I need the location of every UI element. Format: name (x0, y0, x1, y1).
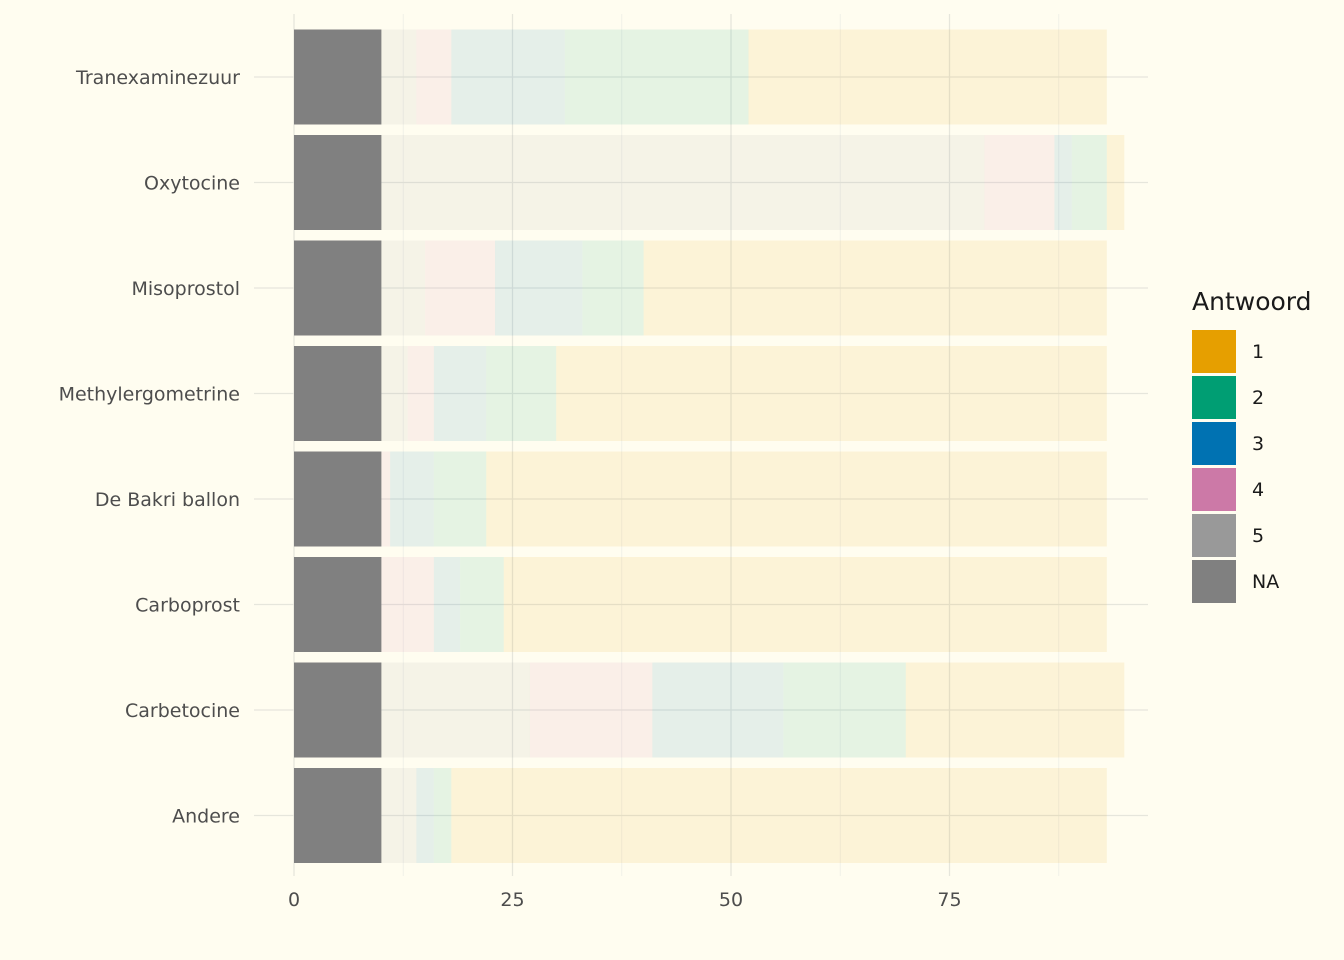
x-tick-label: 50 (719, 889, 743, 911)
bar-segment-5 (381, 768, 417, 863)
bar-segment-1 (1106, 135, 1125, 230)
bar-segment-na (294, 768, 382, 863)
bar-segment-3 (416, 768, 434, 863)
bar-segment-1 (451, 768, 1107, 863)
bar-segment-na (294, 346, 382, 441)
bar-segment-1 (503, 557, 1107, 652)
bar-segment-4 (984, 135, 1055, 230)
bar-segment-5 (381, 662, 530, 758)
bar-segment-na (294, 29, 382, 125)
x-tick-label: 75 (937, 889, 961, 911)
bar-segment-na (294, 135, 382, 230)
bar-segment-3 (1054, 135, 1072, 230)
bar-segment-1 (748, 29, 1107, 125)
legend-label: NA (1252, 571, 1279, 593)
bar-segment-4 (381, 557, 434, 652)
bar-segment-5 (381, 240, 426, 336)
x-axis-labels: 0 25 50 75 (288, 889, 962, 911)
legend-label: 3 (1252, 433, 1264, 455)
gridlines (254, 14, 1148, 876)
bar-segment-3 (433, 346, 487, 441)
x-tick-label: 25 (500, 889, 524, 911)
bar-segment-1 (486, 451, 1107, 547)
y-tick-label: Andere (172, 806, 240, 828)
legend-label: 1 (1252, 341, 1264, 363)
bar-segment-5 (381, 346, 408, 441)
bar-segment-na (294, 662, 382, 758)
bar-segment-1 (643, 240, 1107, 336)
legend-title: Antwoord (1192, 287, 1312, 316)
bar-segment-4 (425, 240, 496, 336)
legend-key-2 (1192, 376, 1236, 419)
bar-segment-4 (529, 662, 653, 758)
legend-key-4 (1192, 468, 1236, 511)
legend-label: 4 (1252, 479, 1264, 501)
y-tick-label: Oxytocine (144, 173, 240, 195)
bar-segment-4 (407, 346, 434, 441)
bar-segment-4 (416, 29, 452, 125)
bar-segment-2 (433, 451, 487, 547)
y-tick-label: Carbetocine (125, 700, 240, 722)
bar-segment-3 (652, 662, 784, 758)
y-tick-label: Carboprost (135, 595, 240, 617)
y-tick-label: Methylergometrine (59, 384, 240, 406)
y-axis-labels: Tranexaminezuur Oxytocine Misoprostol Methy… (59, 67, 241, 828)
bar-segment-na (294, 451, 382, 547)
bar-segment-na (294, 240, 382, 336)
legend-label: 2 (1252, 387, 1264, 409)
bars (294, 29, 1125, 863)
x-tick-label: 0 (288, 889, 300, 911)
bar-segment-2 (433, 768, 452, 863)
bar-segment-4 (381, 451, 391, 547)
bar-segment-5 (381, 29, 417, 125)
bar-segment-5 (381, 135, 985, 230)
y-tick-label: De Bakri ballon (95, 489, 240, 511)
bar-segment-1 (556, 346, 1107, 441)
bar-segment-2 (582, 240, 644, 336)
bar-segment-2 (783, 662, 906, 758)
bar-segment-3 (390, 451, 434, 547)
legend-key-5 (1192, 514, 1236, 557)
legend-key-3 (1192, 422, 1236, 465)
legend: Antwoord 1 2 3 4 5 NA (1192, 287, 1312, 603)
y-tick-label: Tranexaminezuur (75, 67, 240, 89)
bar-segment-2 (564, 29, 749, 125)
bar-segment-1 (905, 662, 1125, 758)
bar-segment-na (294, 557, 382, 652)
bar-segment-2 (1071, 135, 1107, 230)
legend-key-1 (1192, 330, 1236, 373)
bar-segment-3 (495, 240, 583, 336)
bar-segment-3 (451, 29, 565, 125)
bar-segment-2 (486, 346, 557, 441)
bar-segment-3 (433, 557, 461, 652)
legend-key-na (1192, 560, 1236, 603)
y-tick-label: Misoprostol (131, 278, 240, 300)
legend-label: 5 (1252, 525, 1264, 547)
bar-segment-2 (460, 557, 504, 652)
